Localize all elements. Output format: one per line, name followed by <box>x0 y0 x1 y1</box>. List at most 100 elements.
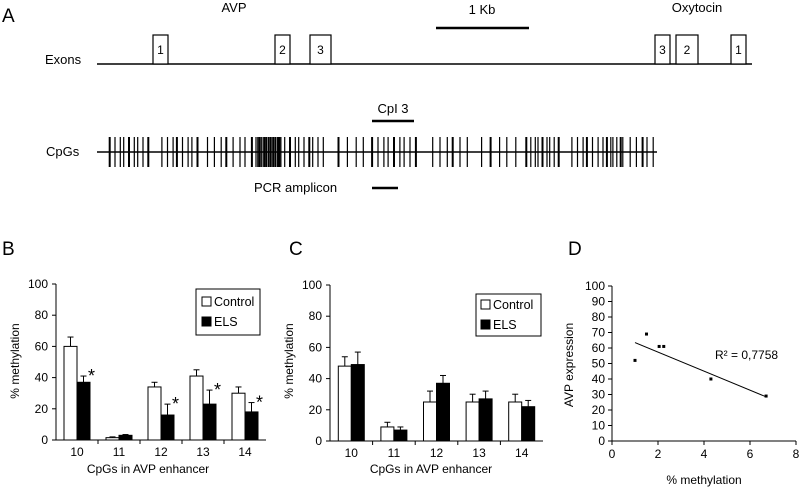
chart-b: 0 20 40 60 80 100 10 11 12 13 14 * * * * CpGs in AVP … <box>8 277 266 476</box>
y-tick-label: 0 <box>315 434 322 448</box>
chart-d-ylabel: AVP expression <box>562 323 576 407</box>
chart-b-bars: * * * * <box>63 336 263 441</box>
chart-c: 0 20 40 60 80 100 10 11 12 13 14 CpGs in AVP enhan… <box>282 278 543 476</box>
x-tick-label: 11 <box>113 445 126 459</box>
scale-bar-label: 1 Kb <box>469 2 496 17</box>
panel-label-d: D <box>568 239 582 260</box>
chart-c-bars <box>337 351 536 442</box>
bar-els-cpg-10 <box>76 381 91 441</box>
avp-exon-1-label: 1 <box>157 43 164 57</box>
bar-control-cpg-14 <box>508 401 523 442</box>
bar-els-cpg-12 <box>160 414 175 441</box>
y-tick-label: 100 <box>302 278 322 292</box>
y-tick-label: 40 <box>309 372 323 386</box>
y-tick-label: 0 <box>598 434 605 448</box>
avp-exon-3: 3 <box>309 34 332 65</box>
y-tick-label: 80 <box>592 310 606 324</box>
oxytocin-exon-3: 3 <box>654 34 671 65</box>
y-tick-label: 100 <box>28 277 48 291</box>
scatter-point <box>662 344 666 348</box>
x-tick-label: 14 <box>515 446 529 460</box>
avp-exon-2: 2 <box>274 34 291 65</box>
y-tick-label: 90 <box>592 295 606 309</box>
bar-els-cpg-11 <box>118 434 133 441</box>
bar-els-cpg-13 <box>478 398 493 442</box>
avp-exon-1: 1 <box>152 34 169 65</box>
scatter-point <box>657 344 661 348</box>
exons-label: Exons <box>45 52 82 67</box>
y-tick-label: 100 <box>585 279 605 293</box>
cpg-ticks <box>108 137 654 167</box>
chart-b-ylabel: % methylation <box>8 323 22 398</box>
chart-c-legend: Control ELS <box>475 293 542 337</box>
x-tick-label: 11 <box>388 446 401 460</box>
bar-control-cpg-14 <box>231 392 246 441</box>
bar-control-cpg-11 <box>105 437 120 441</box>
chart-c-ylabel: % methylation <box>282 323 296 398</box>
chart-d-marks <box>633 332 768 398</box>
chart-c-xlabel: CpGs in AVP enhancer <box>370 462 492 476</box>
scatter-point <box>764 394 768 398</box>
bar-control-cpg-10 <box>337 365 352 442</box>
avp-gene-label: AVP <box>221 0 246 15</box>
y-tick-label: 80 <box>309 309 323 323</box>
y-tick-label: 40 <box>35 371 49 385</box>
chart-c-legend-control-swatch <box>480 299 491 310</box>
y-tick-label: 0 <box>41 433 48 447</box>
pcr-amplicon-label: PCR amplicon <box>254 180 337 195</box>
oxytocin-exon-2-label: 2 <box>684 43 691 57</box>
x-tick-label: 10 <box>345 446 359 460</box>
x-tick-label: 4 <box>701 447 708 461</box>
chart-d-xlabel: % methylation <box>666 473 741 487</box>
scatter-point <box>709 377 713 381</box>
oxytocin-exon-1: 1 <box>730 34 747 65</box>
chart-b-legend-control: Control <box>214 295 254 309</box>
chart-c-axes: 0 20 40 60 80 100 10 11 12 13 14 <box>302 278 543 460</box>
panel-label-a: A <box>2 6 15 27</box>
x-tick-label: 2 <box>655 447 662 461</box>
bar-control-cpg-13 <box>465 401 480 442</box>
cpgs-label: CpGs <box>46 144 80 159</box>
chart-c-legend-els: ELS <box>493 318 517 332</box>
bar-els-cpg-13 <box>202 403 217 441</box>
avp-exon-2-label: 2 <box>279 43 286 57</box>
y-tick-label: 70 <box>592 326 606 340</box>
avp-exon-3-label: 3 <box>317 43 324 57</box>
bar-control-cpg-11 <box>380 426 395 442</box>
chart-d-r2-annotation: R² = 0,7758 <box>715 348 778 362</box>
y-tick-label: 60 <box>592 341 606 355</box>
oxytocin-gene-label: Oxytocin <box>672 0 723 15</box>
scatter-point <box>633 358 637 362</box>
y-tick-label: 10 <box>592 419 606 433</box>
chart-b-legend-control-swatch <box>201 296 212 307</box>
y-tick-label: 20 <box>309 403 323 417</box>
scatter-point <box>645 332 648 336</box>
bar-control-cpg-10 <box>63 345 78 441</box>
bar-control-cpg-12 <box>423 401 437 442</box>
bar-els-cpg-14 <box>244 411 259 441</box>
x-tick-label: 13 <box>196 445 210 459</box>
y-tick-label: 60 <box>35 339 49 353</box>
x-tick-label: 10 <box>70 445 84 459</box>
chart-b-legend-els: ELS <box>214 315 238 329</box>
y-tick-label: 20 <box>35 402 49 416</box>
panel-label-c: C <box>289 239 303 260</box>
x-tick-label: 0 <box>609 447 616 461</box>
bar-control-cpg-13 <box>189 375 204 441</box>
chart-b-legend: Control ELS <box>195 288 261 336</box>
chart-b-xlabel: CpGs in AVP enhancer <box>87 462 209 476</box>
y-tick-label: 50 <box>592 357 606 371</box>
oxytocin-exon-1-label: 1 <box>735 43 742 57</box>
significance-star: * <box>88 366 95 386</box>
significance-star: * <box>214 380 221 400</box>
x-tick-label: 8 <box>793 447 800 461</box>
x-tick-label: 12 <box>154 445 168 459</box>
oxytocin-exon-3-label: 3 <box>659 43 666 57</box>
significance-star: * <box>256 393 263 413</box>
bar-control-cpg-12 <box>147 386 162 441</box>
y-tick-label: 40 <box>592 372 606 386</box>
oxytocin-exon-2: 2 <box>675 34 699 65</box>
